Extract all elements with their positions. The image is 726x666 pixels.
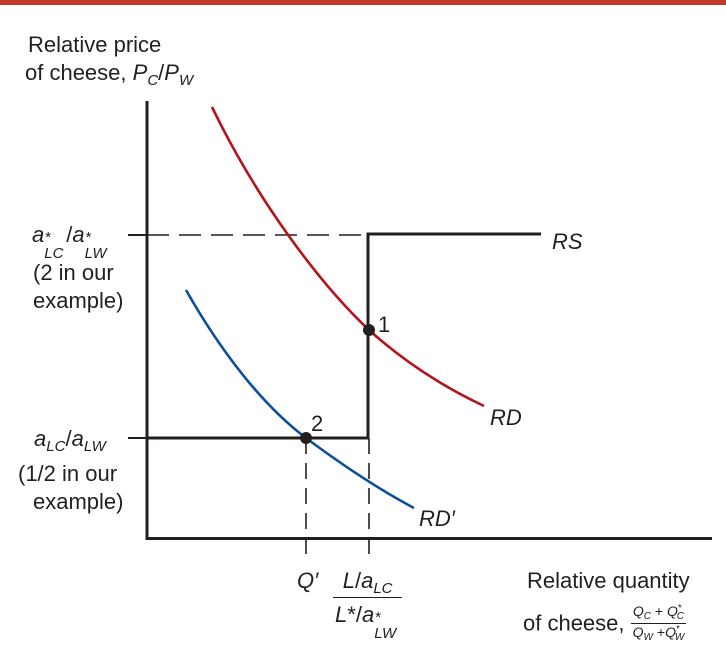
- y-axis-title-prefix: of cheese,: [25, 60, 133, 85]
- rd-prime-label: RD′: [419, 506, 455, 531]
- top-rule: [0, 0, 726, 5]
- equilibrium-point-2: [300, 432, 312, 444]
- x-tick-ratio: L/aLC L*/a * LW: [333, 568, 403, 641]
- y-axis-title-line1: Relative price: [28, 32, 162, 57]
- x-axis-fraction-denominator: QW +Q*W: [630, 623, 687, 643]
- y-axis-symbol-num-sub: C: [147, 72, 159, 89]
- upper-level-label: a * LC/a * LW: [32, 222, 107, 262]
- upper-level-a2: a: [72, 222, 85, 247]
- upper-level-sub-den: LW: [84, 245, 107, 262]
- upper-level-note-line1: (2 in our: [33, 260, 114, 285]
- y-axis-symbol-den-sub: W: [178, 72, 194, 89]
- equilibrium-point-1: [363, 324, 375, 336]
- point-2-label: 2: [311, 411, 324, 436]
- rs-curve: [147, 232, 541, 440]
- y-axis-symbol-num: P: [132, 60, 148, 85]
- upper-level-star2: *: [85, 229, 92, 246]
- upper-level-slash: /: [66, 222, 73, 247]
- rd-curve: [210, 106, 485, 408]
- upper-level-note-line2: example): [33, 288, 124, 313]
- lower-level-note-line1: (1/2 in our: [18, 461, 118, 486]
- lower-level-note-line2: example): [33, 489, 124, 514]
- x-tick-ratio-numerator: L/aLC: [342, 568, 393, 597]
- x-axis-fraction-numerator: QC + Q*C: [632, 603, 685, 622]
- x-axis-title-prefix: of cheese,: [523, 610, 631, 636]
- upper-level-star1: *: [45, 229, 52, 246]
- lower-level-a1: a: [34, 426, 47, 451]
- x-axis-fraction: QC + Q*C QW +Q*W: [630, 603, 687, 643]
- lower-level-sub-num: LC: [46, 438, 66, 455]
- rs-label: RS: [552, 229, 583, 254]
- lower-level-label: aLC/aLW: [34, 426, 106, 455]
- x-tick-ratio-denominator: L*/a * LW: [333, 597, 403, 641]
- x-axis-title-line2: of cheese, QC + Q*C QW +Q*W: [523, 603, 687, 643]
- point-1-label: 1: [378, 312, 391, 337]
- x-tick-ratio-fraction: L/aLC L*/a * LW: [333, 568, 403, 641]
- y-axis-symbol-den: P: [164, 60, 179, 85]
- y-axis-title-line2: of cheese, PC/PW: [25, 60, 194, 89]
- y-axis-slash: /: [158, 60, 165, 85]
- upper-level-sub-num: LC: [44, 245, 64, 262]
- x-axis-title-line1: Relative quantity: [527, 568, 690, 593]
- rd-label: RD: [490, 405, 522, 430]
- upper-level-a1: a: [32, 222, 45, 247]
- lower-level-slash: /: [65, 426, 72, 451]
- lower-level-a2: a: [71, 426, 84, 451]
- lower-level-sub-den: LW: [83, 438, 106, 455]
- x-tick-q-prime: Q′: [297, 568, 319, 593]
